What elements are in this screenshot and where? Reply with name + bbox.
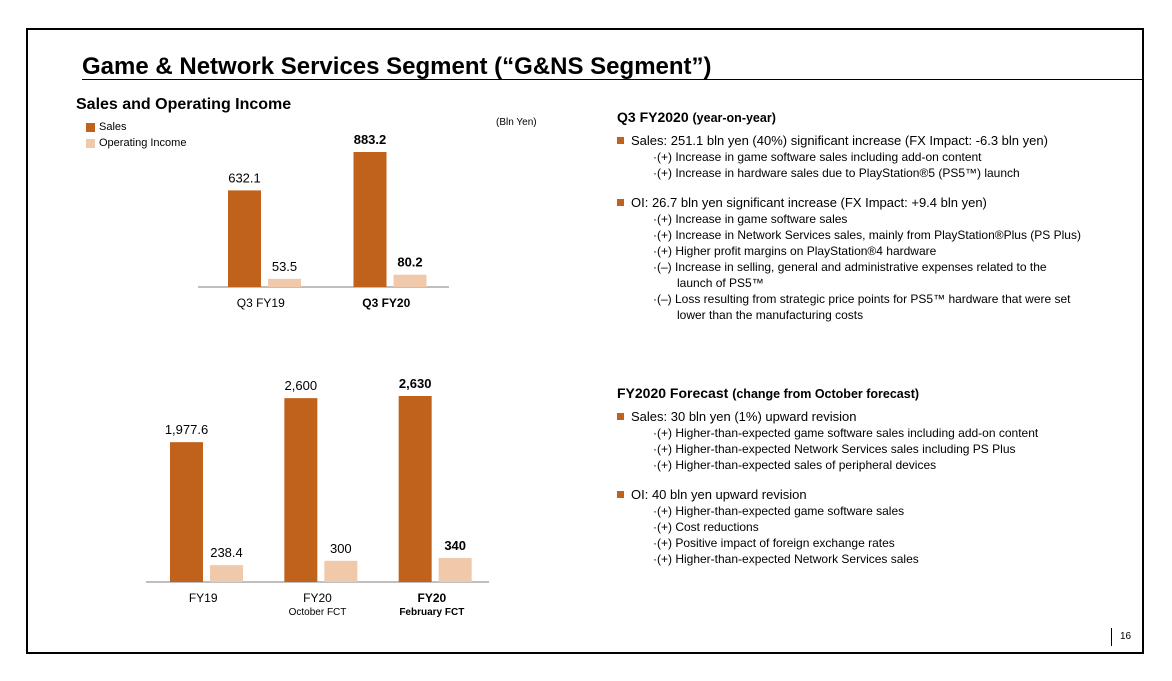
forecast-sales-item: ·(+) Higher-than-expected Network Servic… — [653, 442, 1016, 456]
bar-charts: 632.1 53.5 Q3 FY19 883.2 80.2 Q3 FY20 1,977.6 2… — [146, 132, 489, 618]
legend-label-oi: Operating Income — [99, 137, 187, 149]
chart-legend: Sales Operating Income — [86, 119, 186, 151]
bullet-square-icon — [617, 412, 624, 420]
title-underline — [82, 79, 1143, 80]
bar-oi — [324, 560, 358, 582]
category-sublabel: October FCT — [289, 607, 347, 618]
forecast-oi-bullet: OI: 40 bln yen upward revision — [617, 485, 1038, 503]
q3-sales-item: ·(+) Increase in hardware sales due to P… — [653, 166, 1020, 180]
unit-label: (Bln Yen) — [496, 117, 537, 128]
forecast-heading-note: (change from October forecast) — [732, 387, 920, 401]
q3-oi-item: ·(+) Increase in game software sales — [653, 212, 848, 226]
data-label: 883.2 — [354, 132, 387, 147]
q3-sales-item: ·(+) Increase in game software sales inc… — [653, 150, 982, 164]
bullet-square-icon — [617, 198, 624, 206]
chart-section-title: Sales and Operating Income — [76, 96, 292, 113]
q3-oi-bullet: OI: 26.7 bln yen significant increase (F… — [617, 193, 1081, 211]
forecast-heading-text: FY2020 Forecast — [617, 385, 729, 401]
bar-oi — [393, 274, 427, 287]
category-label: Q3 FY20 — [362, 296, 410, 310]
bullet-square-icon — [617, 136, 624, 144]
bar-sales — [398, 396, 432, 582]
forecast-panel: FY2020 Forecast (change from October for… — [617, 385, 1038, 567]
bar-oi — [210, 565, 243, 582]
q3-oi-item-continued: lower than the manufacturing costs — [677, 308, 864, 322]
data-label: 2,600 — [285, 378, 318, 393]
q3-oi-text: OI: 26.7 bln yen significant increase (F… — [631, 194, 987, 210]
forecast-oi-item: ·(+) Cost reductions — [653, 520, 759, 534]
legend-item-oi: Operating Income — [86, 135, 186, 151]
category-label: Q3 FY19 — [237, 296, 285, 310]
bar-sales — [353, 152, 387, 287]
data-label: 300 — [330, 541, 352, 556]
data-label: 1,977.6 — [165, 422, 208, 437]
category-label: FY19 — [189, 591, 218, 605]
forecast-oi-item: ·(+) Higher-than-expected game software … — [653, 504, 905, 518]
data-label: 2,630 — [399, 376, 432, 391]
bar-sales — [170, 442, 203, 582]
forecast-sales-bullet: Sales: 30 bln yen (1%) upward revision — [617, 407, 1038, 425]
data-label: 53.5 — [272, 259, 297, 274]
bar-sales — [284, 398, 318, 582]
category-sublabel: February FCT — [399, 607, 464, 618]
legend-swatch-sales — [86, 122, 95, 132]
q3-oi-item: ·(+) Higher profit margins on PlayStatio… — [653, 244, 937, 258]
slide-frame: Game & Network Services Segment (“G&NS S… — [26, 28, 1144, 654]
q3-sales-text: Sales: 251.1 bln yen (40%) significant i… — [631, 132, 1048, 148]
q3-oi-item: ·(–) Loss resulting from strategic price… — [653, 292, 1071, 306]
category-label: FY20 — [303, 591, 332, 605]
forecast-heading: FY2020 Forecast (change from October for… — [617, 385, 1038, 407]
q3-oi-item-continued: launch of PS5™ — [677, 276, 764, 290]
q3-heading-note: (year-on-year) — [692, 111, 776, 125]
q3-heading: Q3 FY2020 (year-on-year) — [617, 109, 1081, 131]
forecast-sales-item: ·(+) Higher-than-expected sales of perip… — [653, 458, 937, 472]
bar-oi — [438, 557, 472, 582]
forecast-sales-item: ·(+) Higher-than-expected game software … — [653, 426, 1039, 440]
forecast-oi-text: OI: 40 bln yen upward revision — [631, 486, 807, 502]
legend-label-sales: Sales — [99, 121, 127, 133]
q3-oi-item: ·(–) Increase in selling, general and ad… — [653, 260, 1047, 274]
q3-oi-item: ·(+) Increase in Network Services sales,… — [653, 228, 1081, 242]
forecast-oi-item: ·(+) Higher-than-expected Network Servic… — [653, 552, 919, 566]
page-number: 16 — [1111, 628, 1131, 646]
data-label: 632.1 — [228, 170, 261, 185]
bar-sales — [228, 190, 261, 287]
q3-sales-bullet: Sales: 251.1 bln yen (40%) significant i… — [617, 131, 1081, 149]
category-label: FY20 — [417, 591, 446, 605]
data-label: 238.4 — [210, 545, 243, 560]
legend-item-sales: Sales — [86, 119, 186, 135]
data-label: 340 — [444, 538, 466, 553]
forecast-sales-text: Sales: 30 bln yen (1%) upward revision — [631, 408, 857, 424]
q3-panel: Q3 FY2020 (year-on-year) Sales: 251.1 bl… — [617, 109, 1081, 323]
forecast-oi-item: ·(+) Positive impact of foreign exchange… — [653, 536, 895, 550]
legend-swatch-oi — [86, 138, 95, 148]
page-title: Game & Network Services Segment (“G&NS S… — [82, 53, 712, 80]
q3-heading-text: Q3 FY2020 — [617, 109, 689, 125]
bar-oi — [268, 278, 301, 287]
data-label: 80.2 — [397, 255, 422, 270]
bullet-square-icon — [617, 490, 624, 498]
